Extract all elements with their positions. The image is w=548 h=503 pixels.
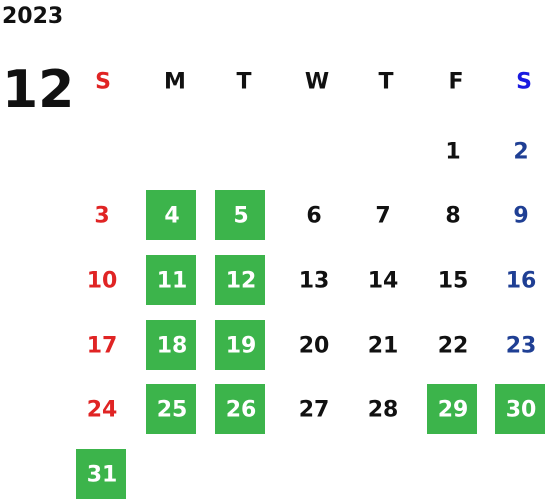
day: 13 (298, 268, 330, 294)
holiday-box (215, 384, 265, 434)
year: 2023 (2, 4, 64, 29)
day: 9 (513, 203, 529, 229)
weekday: M (164, 69, 186, 95)
day: 23 (505, 333, 537, 359)
holiday-box (215, 320, 265, 370)
day: 7 (375, 203, 391, 229)
day: 25 (156, 397, 188, 423)
day: 20 (298, 333, 330, 359)
weekday: S (516, 69, 532, 95)
day: 26 (225, 397, 257, 423)
day: 22 (437, 333, 469, 359)
holiday-box (215, 255, 265, 305)
day: 11 (156, 268, 188, 294)
holiday-box (495, 384, 545, 434)
day: 19 (225, 333, 257, 359)
holiday-box (146, 255, 196, 305)
weekday: S (95, 69, 111, 95)
day: 21 (367, 333, 399, 359)
day: 5 (233, 203, 249, 229)
day: 3 (94, 203, 110, 229)
holiday-box (146, 384, 196, 434)
day: 6 (306, 203, 322, 229)
day: 16 (505, 268, 537, 294)
holiday-box (146, 190, 196, 240)
day: 8 (445, 203, 461, 229)
day: 18 (156, 333, 188, 359)
month: 12 (2, 60, 75, 120)
weekday: F (448, 69, 464, 95)
day: 30 (505, 397, 537, 423)
day: 15 (437, 268, 469, 294)
weekday: T (236, 69, 252, 95)
day: 17 (86, 333, 118, 359)
holiday-box (76, 449, 126, 499)
holiday-box (146, 320, 196, 370)
day: 28 (367, 397, 399, 423)
day: 24 (86, 397, 118, 423)
weekday: T (378, 69, 394, 95)
day: 31 (86, 462, 118, 488)
day: 29 (437, 397, 469, 423)
day: 1 (445, 139, 461, 165)
day: 27 (298, 397, 330, 423)
holiday-box (215, 190, 265, 240)
weekday: W (304, 69, 330, 95)
day: 10 (86, 268, 118, 294)
holiday-box (427, 384, 477, 434)
day: 4 (164, 203, 180, 229)
day: 14 (367, 268, 399, 294)
day: 12 (225, 268, 257, 294)
day: 2 (513, 139, 529, 165)
